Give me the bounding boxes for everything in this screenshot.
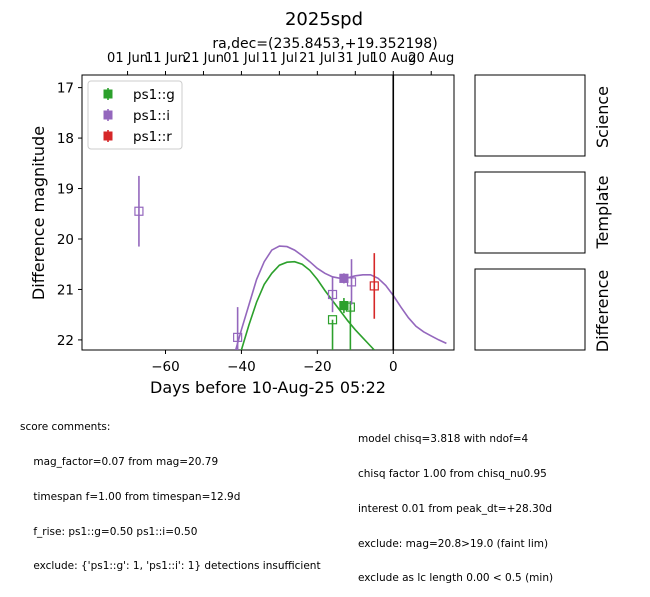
data-point (134, 206, 144, 216)
y-tick-label: 22 (57, 333, 74, 349)
comment-line: model chisq=3.818 with ndof=4 (358, 433, 529, 446)
legend-label: ps1::g (133, 87, 175, 103)
plot-area (81, 74, 455, 351)
x-tick-label: −20 (303, 359, 332, 375)
top-tick-label: 01 Jul (223, 51, 259, 66)
model-curves (234, 245, 447, 350)
data-point (346, 277, 357, 287)
comment-line: exclude: mag=20.8>19.0 (faint lim) (358, 537, 549, 550)
chart-title: 2025spd (285, 9, 363, 30)
score-comments: score comments: mag_factor=0.07 from mag… (20, 399, 321, 585)
top-tick-label: 10 Aug (370, 51, 416, 66)
model-curve-ps1-i (234, 245, 447, 350)
top-tick-label: 01 Jun (107, 51, 148, 66)
legend-marker (103, 89, 113, 99)
template-label: Template (593, 175, 612, 249)
legend-marker (103, 131, 113, 141)
top-tick-label: 21 Jun (183, 51, 224, 66)
legend-marker (103, 110, 113, 120)
data-point (369, 281, 379, 291)
data-point (327, 289, 338, 300)
comment-line: interest 0.01 from peak_dt=+28.30d (358, 502, 553, 515)
comment-line: exclude as lc length 0.00 < 0.5 (min) (358, 572, 554, 585)
x-tick-label: −40 (227, 359, 256, 375)
x-tick-label: 0 (389, 359, 398, 375)
legend-label: ps1::i (133, 108, 170, 124)
top-tick-label: 21 Jul (299, 51, 335, 66)
top-tick-label: 20 Aug (408, 51, 454, 66)
data-points (134, 175, 379, 350)
difference-label: Difference (593, 270, 612, 352)
comment-line: timespan f=1.00 from timespan=12.9d (20, 490, 241, 503)
y-tick-label: 20 (57, 232, 74, 248)
y-axis-label: Difference magnitude (29, 126, 48, 300)
data-point (345, 302, 355, 312)
figure: 2025spd ra,dec=(235.8453,+19.352198) −60… (29, 9, 612, 397)
data-point (339, 273, 349, 283)
comment-line: chisq factor 1.00 from chisq_nu0.95 (358, 467, 547, 480)
x-axis-label: Days before 10-Aug-25 05:22 (150, 378, 386, 397)
y-tick-label: 19 (57, 182, 74, 198)
comment-line: exclude: {'ps1::g': 1, 'ps1::i': 1} dete… (20, 560, 321, 573)
science-label: Science (593, 86, 612, 148)
y-tick-label: 21 (57, 282, 74, 298)
difference-panel (474, 268, 586, 351)
top-tick-label: 31 Jul (337, 51, 373, 66)
model-comments: model chisq=3.818 with ndof=4 chisq fact… (358, 411, 553, 597)
comment-line: score comments: (20, 421, 111, 434)
comment-line: f_rise: ps1::g=0.50 ps1::i=0.50 (20, 525, 198, 538)
top-tick-label: 11 Jul (261, 51, 297, 66)
model-curve-ps1-g (240, 260, 375, 350)
comment-line: mag_factor=0.07 from mag=20.79 (20, 455, 219, 468)
data-point (327, 315, 338, 325)
data-point (339, 300, 349, 311)
legend-label: ps1::r (133, 129, 172, 145)
chart-subtitle: ra,dec=(235.8453,+19.352198) (212, 36, 437, 52)
x-tick-label: −60 (151, 359, 180, 375)
template-panel (474, 171, 586, 254)
science-panel (474, 74, 586, 157)
data-point (233, 332, 243, 342)
y-tick-label: 18 (57, 131, 74, 147)
y-tick-label: 17 (57, 81, 74, 97)
top-tick-label: 11 Jun (145, 51, 186, 66)
